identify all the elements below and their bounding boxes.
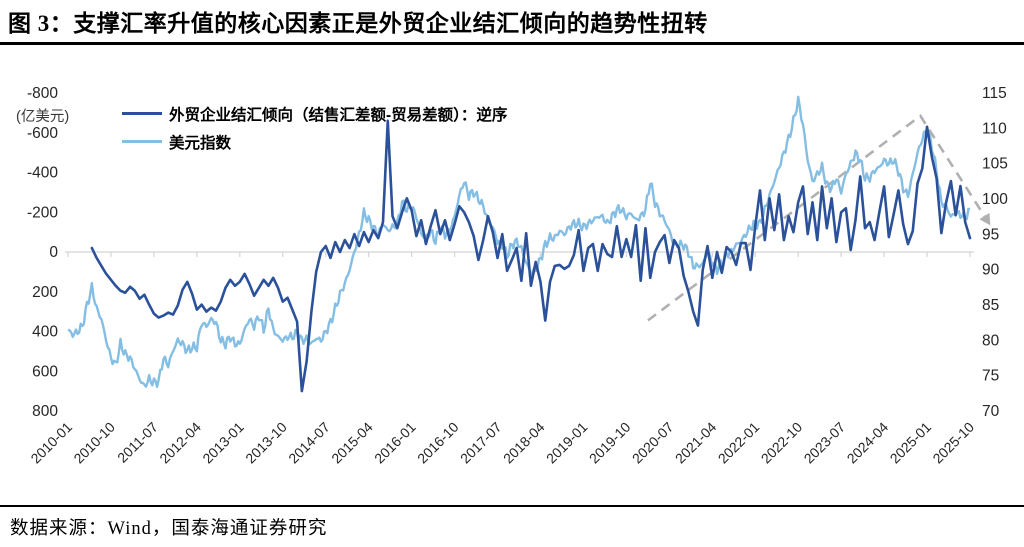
x-axis-label: 2010-10 <box>70 419 118 467</box>
x-axis-label: 2012-04 <box>156 419 204 467</box>
x-axis-label: 2025-01 <box>887 419 935 467</box>
x-axis-label: 2023-07 <box>801 419 849 467</box>
series-line-usd-index <box>67 95 971 389</box>
left-axis-label: 800 <box>32 403 58 420</box>
chart-canvas: 2010-012010-102011-072012-042013-012013-… <box>27 85 1008 467</box>
left-axis-unit-label: (亿美元) <box>16 109 70 125</box>
right-axis-label: 90 <box>982 262 1000 279</box>
left-axis-label: -400 <box>27 165 58 182</box>
x-axis-label: 2022-01 <box>715 419 763 467</box>
legend-item-settlement: 外贸企业结汇倾向（结售汇差额-贸易差额）：逆序 <box>122 103 507 124</box>
right-axis-label: 115 <box>982 85 1007 102</box>
left-axis-label: -800 <box>27 85 58 102</box>
legend-item-usd-index: 美元指数 <box>122 131 507 152</box>
trend-arrowhead <box>979 212 991 226</box>
legend: 外贸企业结汇倾向（结售汇差额-贸易差额）：逆序 美元指数 <box>122 103 507 152</box>
left-axis-label: -600 <box>27 125 58 142</box>
x-axis-label: 2022-10 <box>758 419 806 467</box>
x-axis-label: 2016-10 <box>414 419 462 467</box>
left-axis-label: 200 <box>32 284 58 301</box>
x-axis-label: 2019-10 <box>586 419 634 467</box>
right-axis-label: 110 <box>982 120 1007 137</box>
left-axis-label: -200 <box>27 204 58 221</box>
right-axis-label: 105 <box>982 156 1008 173</box>
left-axis-label: 400 <box>32 324 58 341</box>
right-axis-label: 85 <box>982 297 999 314</box>
legend-label-settlement: 外贸企业结汇倾向（结售汇差额-贸易差额）：逆序 <box>169 106 508 124</box>
trend-dashed-arrow <box>647 114 986 322</box>
x-axis-label: 2013-10 <box>242 419 290 467</box>
data-source: 数据来源：Wind，国泰海通证券研究 <box>10 519 328 539</box>
right-axis-label: 100 <box>982 191 1008 208</box>
x-axis-label: 2019-01 <box>543 419 591 467</box>
right-axis-label: 80 <box>982 332 1000 349</box>
footer-rule <box>0 505 1024 507</box>
title-rule <box>0 42 1024 45</box>
chart-area: 2010-01 2010-10 2011-07 2012-04 2013-01 2013-… <box>0 45 1024 505</box>
left-axis-label: 600 <box>32 363 58 380</box>
x-axis-label: 2013-01 <box>199 419 247 467</box>
series-line-settlement-tendency <box>90 119 972 393</box>
x-axis-label: 2016-01 <box>371 419 419 467</box>
x-axis-label: 2025-10 <box>929 419 977 467</box>
x-axis-label: 2011-07 <box>114 419 161 466</box>
x-axis-label: 2010-01 <box>27 419 75 467</box>
legend-swatch-1 <box>122 139 162 144</box>
title-bar: 图 3：支撑汇率升值的核心因素正是外贸企业结汇倾向的趋势性扭转 <box>0 0 1024 42</box>
x-axis-label: 2014-07 <box>285 419 333 467</box>
x-axis-label: 2021-04 <box>672 419 720 467</box>
figure-title: 图 3：支撑汇率升值的核心因素正是外贸企业结汇倾向的趋势性扭转 <box>8 11 708 36</box>
x-axis-label: 2024-04 <box>844 419 892 467</box>
right-axis-label: 75 <box>982 368 999 385</box>
x-axis-label: 2018-04 <box>500 419 548 467</box>
legend-swatch-0 <box>122 111 162 116</box>
legend-label-usd-index: 美元指数 <box>169 134 232 152</box>
x-axis-label: 2017-07 <box>457 419 505 467</box>
right-axis-label: 95 <box>982 226 999 243</box>
left-axis-label: 0 <box>49 244 58 261</box>
x-axis-label: 2020-07 <box>629 419 677 467</box>
x-axis-label: 2015-04 <box>328 419 376 467</box>
right-axis-label: 70 <box>982 403 1000 420</box>
